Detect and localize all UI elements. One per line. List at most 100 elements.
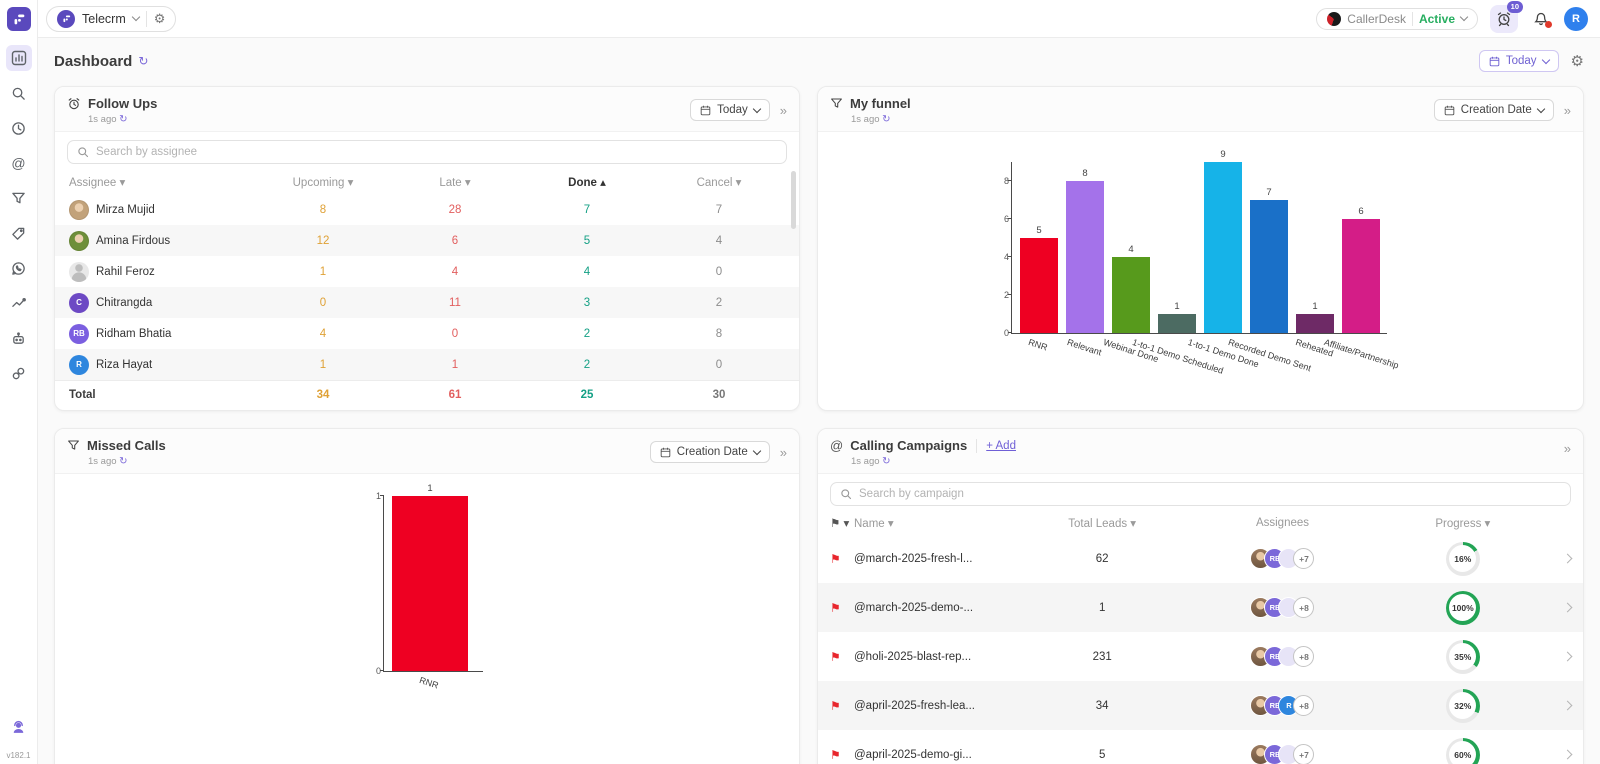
cancel-count: 8: [715, 327, 723, 340]
progress-ring: 35%: [1445, 639, 1480, 674]
y-axis-tick-label: 0: [1003, 328, 1009, 338]
table-row[interactable]: RB Ridham Bhatia 4 0 2 8: [55, 318, 799, 349]
missed-calls-chart: 0 1 1 RNR: [376, 483, 483, 691]
sidebar-item-tags[interactable]: [6, 220, 32, 246]
refresh-icon[interactable]: ↻: [119, 114, 128, 125]
table-row[interactable]: C Chitrangda 0 11 3 2: [55, 287, 799, 318]
last-updated: 1s ago ↻: [851, 114, 891, 125]
sidebar-item-integrations[interactable]: [6, 360, 32, 386]
chart-bar[interactable]: 4 Webinar Done: [1102, 244, 1160, 364]
column-late[interactable]: Late ▾: [439, 177, 471, 189]
chevron-right-icon[interactable]: [1562, 749, 1573, 760]
chevron-right-icon[interactable]: [1562, 651, 1573, 662]
column-assignee[interactable]: Assignee ▾: [69, 177, 126, 189]
sidebar-item-reports[interactable]: [6, 290, 32, 316]
assignee-overflow-count: +7: [1293, 744, 1315, 764]
card-title: Calling Campaigns: [850, 438, 968, 453]
column-cancel[interactable]: Cancel ▾: [696, 177, 742, 189]
dashboard-settings-icon[interactable]: ⚙: [1570, 53, 1584, 70]
table-row[interactable]: R Riza Hayat 1 1 2 0: [55, 349, 799, 380]
column-done[interactable]: Done ▴: [568, 177, 606, 189]
assignee-avatars: RB +8: [1192, 597, 1372, 618]
sidebar-item-filters[interactable]: [6, 185, 32, 211]
bell-icon: [1534, 12, 1548, 25]
chart-bar[interactable]: 1 1-to-1 Demo Scheduled: [1131, 301, 1225, 376]
total-done: 25: [580, 388, 594, 401]
table-row[interactable]: ⚑ @march-2025-demo-... 1 RB +8 100%: [818, 583, 1583, 632]
table-row[interactable]: ⚑ @april-2025-demo-gi... 5 RB +7 60%: [818, 730, 1583, 764]
reminders-button[interactable]: 10: [1490, 0, 1523, 33]
column-upcoming[interactable]: Upcoming ▾: [292, 177, 354, 189]
missed-calls-date-filter-button[interactable]: Creation Date: [649, 441, 770, 463]
user-avatar[interactable]: R: [1564, 6, 1588, 31]
search-input[interactable]: [96, 146, 777, 158]
chevron-down-icon: [752, 446, 762, 456]
upcoming-count: 8: [319, 203, 327, 216]
expand-card-icon[interactable]: »: [1563, 102, 1571, 118]
workspace-switcher[interactable]: Telecrm ⚙: [46, 5, 177, 32]
chart-bar[interactable]: 6 Affiliate/Partnership: [1323, 206, 1400, 371]
bar-value-label: 8: [1082, 168, 1088, 179]
upcoming-count: 0: [319, 296, 327, 309]
table-row[interactable]: Rahil Feroz 1 4 4 0: [55, 256, 799, 287]
chart-bar[interactable]: 5 RNR: [1020, 225, 1058, 353]
column-name[interactable]: Name ▾: [854, 518, 894, 530]
search-input[interactable]: [859, 488, 1561, 500]
column-progress[interactable]: Progress ▾: [1435, 518, 1491, 530]
refresh-icon[interactable]: ↻: [882, 456, 891, 467]
expand-card-icon[interactable]: »: [1563, 441, 1571, 456]
campaign-name: @april-2025-fresh-lea...: [854, 699, 975, 712]
cancel-count: 7: [715, 203, 723, 216]
sidebar-item-whatsapp[interactable]: [6, 255, 32, 281]
y-axis-tick: [380, 670, 384, 671]
add-campaign-button[interactable]: + Add: [986, 439, 1016, 452]
topbar: Telecrm ⚙ CallerDesk Active 10: [38, 0, 1600, 38]
column-flag[interactable]: ⚑ ▾: [830, 518, 850, 530]
table-row[interactable]: Mirza Mujid 8 28 7 7: [55, 194, 799, 225]
assignee-name: Mirza Mujid: [96, 203, 155, 216]
chart-bar[interactable]: 8 Relevant: [1066, 168, 1104, 357]
telecrm-logo[interactable]: [6, 7, 31, 31]
campaign-name: @march-2025-demo-...: [854, 601, 974, 614]
sidebar-item-mentions[interactable]: @: [6, 150, 32, 176]
chevron-down-icon: [131, 12, 141, 22]
workspace-settings-icon[interactable]: ⚙: [153, 10, 166, 26]
global-date-filter-button[interactable]: Today: [1478, 50, 1559, 72]
total-label: Total: [69, 388, 96, 401]
expand-card-icon[interactable]: »: [779, 444, 787, 460]
table-scrollbar[interactable]: [791, 171, 796, 229]
last-updated: 1s ago ↻: [851, 456, 891, 467]
sidebar-item-bot[interactable]: [6, 325, 32, 351]
refresh-icon[interactable]: ↻: [138, 54, 149, 68]
funnel-date-filter-button[interactable]: Creation Date: [1433, 99, 1554, 121]
support-button[interactable]: [6, 714, 32, 740]
bar-value-label: 1: [427, 483, 433, 494]
sidebar-item-recent[interactable]: [6, 115, 32, 141]
search-icon: [78, 147, 89, 158]
chevron-right-icon[interactable]: [1562, 700, 1573, 711]
total-late: 61: [448, 388, 462, 401]
chevron-right-icon[interactable]: [1562, 602, 1573, 613]
late-count: 1: [451, 358, 459, 371]
callerdesk-status[interactable]: CallerDesk Active: [1316, 7, 1478, 30]
expand-card-icon[interactable]: »: [779, 102, 787, 118]
followups-date-filter-button[interactable]: Today: [690, 99, 770, 121]
table-row[interactable]: ⚑ @april-2025-fresh-lea... 34 RB R +8 32%: [818, 681, 1583, 730]
chart-bar[interactable]: 9 1-to-1 Demo Done: [1187, 149, 1261, 369]
table-row[interactable]: ⚑ @holi-2025-blast-rep... 231 RB +8 35%: [818, 632, 1583, 681]
table-row[interactable]: Amina Firdous 12 6 5 4: [55, 225, 799, 256]
chart-bar[interactable]: 1 Reheated: [1294, 301, 1334, 359]
notifications-button[interactable]: [1530, 8, 1552, 30]
progress-value: 60%: [1449, 741, 1477, 764]
chart-bar[interactable]: 1 RNR: [392, 483, 468, 691]
chevron-right-icon[interactable]: [1562, 553, 1573, 564]
refresh-icon[interactable]: ↻: [119, 456, 128, 467]
upcoming-count: 12: [316, 234, 330, 247]
at-icon: @: [830, 438, 844, 453]
refresh-icon[interactable]: ↻: [882, 114, 891, 125]
sidebar-item-search[interactable]: [6, 80, 32, 106]
sidebar-item-dashboard[interactable]: [5, 45, 32, 71]
table-row[interactable]: ⚑ @march-2025-fresh-l... 62 RB +7 16%: [818, 534, 1583, 583]
chart-bar[interactable]: 7 Recorded Demo Sent: [1227, 187, 1312, 373]
column-total-leads[interactable]: Total Leads ▾: [1068, 518, 1137, 530]
